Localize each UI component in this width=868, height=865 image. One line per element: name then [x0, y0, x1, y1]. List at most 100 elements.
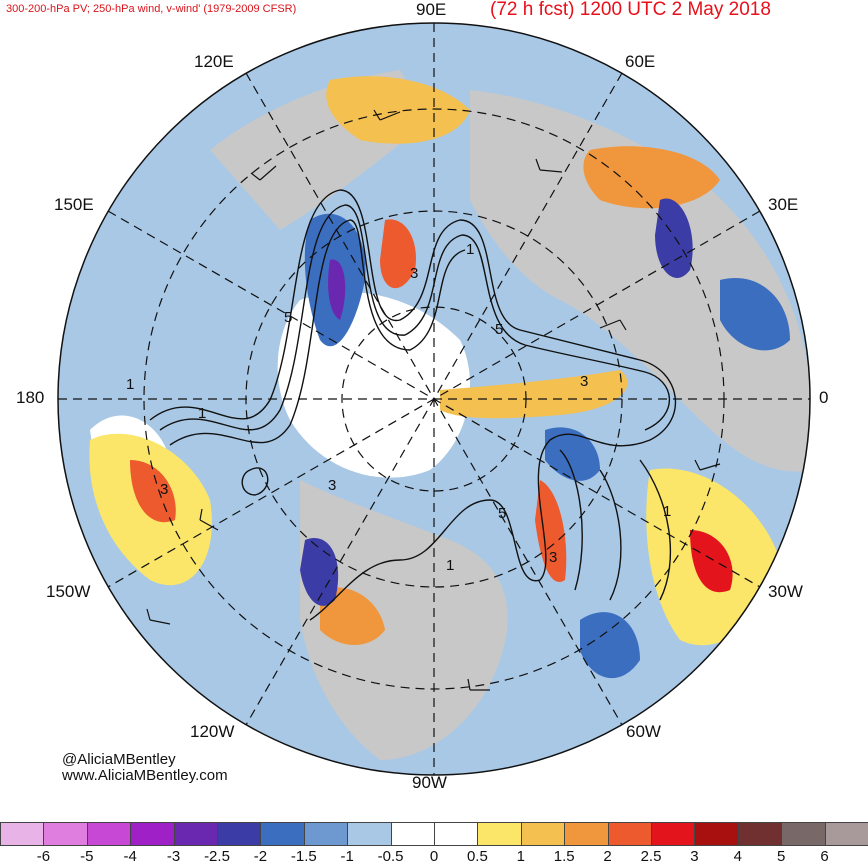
colorbar-swatch — [173, 822, 218, 846]
colorbar-tick-label: -4 — [123, 848, 137, 865]
anomaly-positive-central — [380, 219, 416, 289]
author-handle: @AliciaMBentley — [62, 751, 176, 768]
land-eurasia — [470, 90, 810, 472]
longitude-label-120w: 120W — [190, 722, 235, 741]
contour-label: 5 — [284, 309, 292, 326]
colorbar-swatch — [477, 822, 522, 846]
land-north-america — [300, 480, 508, 760]
wind-barb — [467, 678, 490, 691]
contour-label: 1 — [446, 557, 454, 574]
map-boundary — [57, 22, 811, 776]
colorbar-tick-label: 1 — [516, 848, 525, 865]
anomaly-positive-europe — [583, 146, 720, 209]
wind-barb — [250, 165, 277, 181]
pv-contour — [169, 219, 466, 446]
wind-barb — [373, 109, 401, 121]
polar-stereographic-map: 5 1 3 5 1 3 5 1 3 1 3 3 1 — [57, 22, 811, 776]
longitude-label-150e: 150E — [54, 195, 94, 214]
figure-subtitle: 300-200-hPa PV; 250-hPa wind, v-wind' (1… — [6, 3, 297, 15]
anomaly-negative-pacific-core — [328, 259, 346, 320]
colorbar-swatch — [651, 822, 696, 846]
contour-label: 1 — [126, 376, 134, 393]
anomaly-positive-arctic — [440, 370, 628, 419]
contour-label: 3 — [580, 373, 588, 390]
contour-label: 3 — [160, 481, 168, 498]
author-website: www.AliciaMBentley.com — [62, 767, 228, 784]
colorbar: -6 -5 -4 -3 -2.5 -2 -1.5 -1 -0.5 0 0.5 1 1.5 2 2.5 3 4 5 6 — [0, 822, 868, 865]
wind-barb — [599, 319, 627, 331]
anomaly-negative-atlantic — [545, 427, 600, 481]
contour-label: 5 — [498, 505, 506, 522]
anomaly-negative-europe — [655, 198, 693, 278]
colorbar-tick-label: -2 — [253, 848, 268, 865]
wind-barb — [535, 158, 563, 173]
longitude-label-60e: 60E — [625, 52, 656, 71]
colorbar-swatch — [86, 822, 132, 846]
anomaly-negative-gulf — [580, 612, 640, 679]
colorbar-tick-label: 1.5 — [553, 848, 575, 865]
colorbar-swatch — [130, 822, 175, 846]
graticule — [58, 23, 810, 775]
longitude-label-120e: 120E — [194, 52, 234, 71]
colorbar-swatch — [694, 822, 739, 846]
longitude-label-150w: 150W — [46, 582, 91, 601]
map-field-layer — [58, 23, 810, 775]
wind-barb — [146, 608, 171, 625]
colorbar-tick-label: 2.5 — [640, 848, 662, 865]
colorbar-swatch — [43, 822, 88, 846]
colorbar-swatch — [607, 822, 652, 846]
anomaly-positive-atlantic-jet — [535, 480, 567, 582]
colorbar-swatch — [217, 822, 262, 846]
pv-contours — [149, 189, 677, 621]
colorbar-swatch — [390, 822, 435, 846]
wind-barb — [694, 459, 721, 471]
anomaly-negative-africa — [720, 278, 790, 351]
pv-contour — [241, 467, 269, 496]
colorbar-tick-label: 0.5 — [466, 848, 488, 865]
colorbar-tick-label: 3 — [690, 848, 699, 865]
colorbar-tick-label: 5 — [777, 848, 786, 865]
colorbar-tick-label: -5 — [80, 848, 94, 865]
pv-contour — [149, 189, 677, 621]
longitude-label-30e: 30E — [768, 195, 799, 214]
wind-barb — [199, 508, 219, 531]
contour-label: 3 — [549, 549, 557, 566]
colorbar-tick-label: -6 — [36, 848, 51, 865]
meridian-line — [107, 210, 761, 588]
colorbar-swatch — [564, 822, 609, 846]
contour-label: 1 — [466, 241, 474, 258]
anomaly-positive-siberia — [326, 76, 470, 144]
anomaly-positive-na-west — [320, 587, 385, 645]
pv-contour — [559, 449, 672, 601]
colorbar-swatch — [520, 822, 566, 846]
colorbar-tick-label: -3 — [166, 848, 181, 865]
contour-labels: 5 1 3 5 1 3 5 1 3 1 3 3 1 — [126, 241, 671, 574]
colorbar-tick-label: -2.5 — [204, 848, 230, 865]
anomaly-positive-atlantic-core — [690, 530, 733, 593]
wind-barbs — [146, 109, 721, 691]
longitude-label-90w: 90W — [412, 773, 447, 792]
contour-label: 3 — [328, 477, 336, 494]
longitude-label-30w: 30W — [768, 582, 803, 601]
contour-label: 1 — [663, 503, 671, 520]
colorbar-tick-label: 2 — [603, 848, 612, 865]
colorbar-swatch — [0, 822, 45, 846]
colorbar-swatch — [303, 822, 349, 846]
colorbar-swatch — [347, 822, 392, 846]
colorbar-tick-label: 0 — [429, 848, 439, 865]
colorbar-tick-label: -1 — [340, 848, 354, 865]
colorbar-swatch — [434, 822, 479, 846]
contour-label: 1 — [198, 405, 206, 422]
contour-label: 3 — [410, 265, 418, 282]
longitude-label-0: 0 — [819, 388, 829, 407]
colorbar-tick-label: 4 — [733, 848, 742, 865]
colorbar-swatch — [781, 822, 826, 846]
colorbar-swatch — [737, 822, 783, 846]
pv-contour — [159, 204, 671, 431]
colorbar-tick-label: -0.5 — [377, 848, 404, 865]
colorbar-tick-label: 6 — [820, 848, 829, 865]
longitude-label-90e: 90E — [416, 0, 447, 19]
longitude-label-180: 180 — [16, 388, 45, 407]
colorbar-swatch — [260, 822, 305, 846]
longitude-label-60w: 60W — [626, 722, 661, 741]
